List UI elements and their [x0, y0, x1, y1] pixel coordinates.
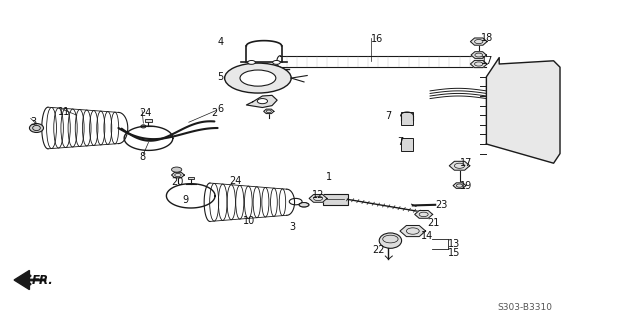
- Polygon shape: [309, 195, 327, 202]
- Circle shape: [257, 99, 268, 104]
- Text: S303-B3310: S303-B3310: [497, 303, 552, 312]
- Polygon shape: [172, 172, 184, 178]
- Bar: [188, 177, 194, 179]
- Text: 20: 20: [172, 177, 184, 188]
- Text: 3: 3: [289, 222, 296, 232]
- Polygon shape: [453, 183, 466, 188]
- Polygon shape: [14, 270, 29, 290]
- Text: 2: 2: [211, 108, 218, 118]
- Ellipse shape: [379, 233, 402, 248]
- Ellipse shape: [141, 125, 146, 128]
- Polygon shape: [471, 52, 486, 58]
- Bar: [401, 112, 413, 125]
- Text: 12: 12: [312, 190, 324, 200]
- Bar: [401, 138, 413, 151]
- Text: 24: 24: [140, 108, 152, 118]
- Text: 21: 21: [428, 218, 440, 228]
- Ellipse shape: [299, 203, 309, 207]
- Polygon shape: [400, 226, 426, 236]
- Text: 23: 23: [435, 200, 447, 211]
- Polygon shape: [449, 161, 470, 170]
- Bar: [323, 194, 348, 205]
- Text: 17: 17: [460, 158, 472, 168]
- Polygon shape: [264, 109, 274, 114]
- Text: 8: 8: [140, 152, 146, 162]
- Text: 7: 7: [397, 137, 403, 148]
- Circle shape: [172, 167, 182, 172]
- Ellipse shape: [29, 124, 44, 132]
- Text: 15: 15: [448, 248, 460, 259]
- Text: 24: 24: [229, 176, 241, 186]
- Text: 4: 4: [218, 36, 224, 47]
- Polygon shape: [470, 60, 487, 68]
- Text: 13: 13: [448, 239, 460, 249]
- Text: 22: 22: [372, 245, 385, 255]
- Text: 7: 7: [385, 111, 392, 121]
- Text: 19: 19: [460, 181, 472, 191]
- Text: FR.: FR.: [32, 274, 54, 286]
- Text: 3: 3: [31, 116, 37, 127]
- Text: 6: 6: [218, 104, 224, 114]
- Polygon shape: [246, 95, 277, 108]
- Text: 9: 9: [182, 195, 189, 205]
- Text: 11: 11: [58, 107, 70, 117]
- Polygon shape: [486, 58, 560, 163]
- Ellipse shape: [240, 70, 276, 86]
- Polygon shape: [470, 38, 487, 45]
- Circle shape: [273, 60, 280, 64]
- Text: 16: 16: [371, 34, 383, 44]
- Text: 5: 5: [218, 72, 224, 82]
- Text: 17: 17: [481, 56, 493, 66]
- Text: 1: 1: [326, 172, 333, 182]
- Ellipse shape: [225, 63, 291, 93]
- Text: 10: 10: [243, 216, 255, 226]
- Circle shape: [248, 60, 255, 64]
- Text: 18: 18: [481, 33, 493, 43]
- Polygon shape: [415, 211, 433, 218]
- Bar: [145, 119, 152, 122]
- Text: 14: 14: [421, 231, 433, 241]
